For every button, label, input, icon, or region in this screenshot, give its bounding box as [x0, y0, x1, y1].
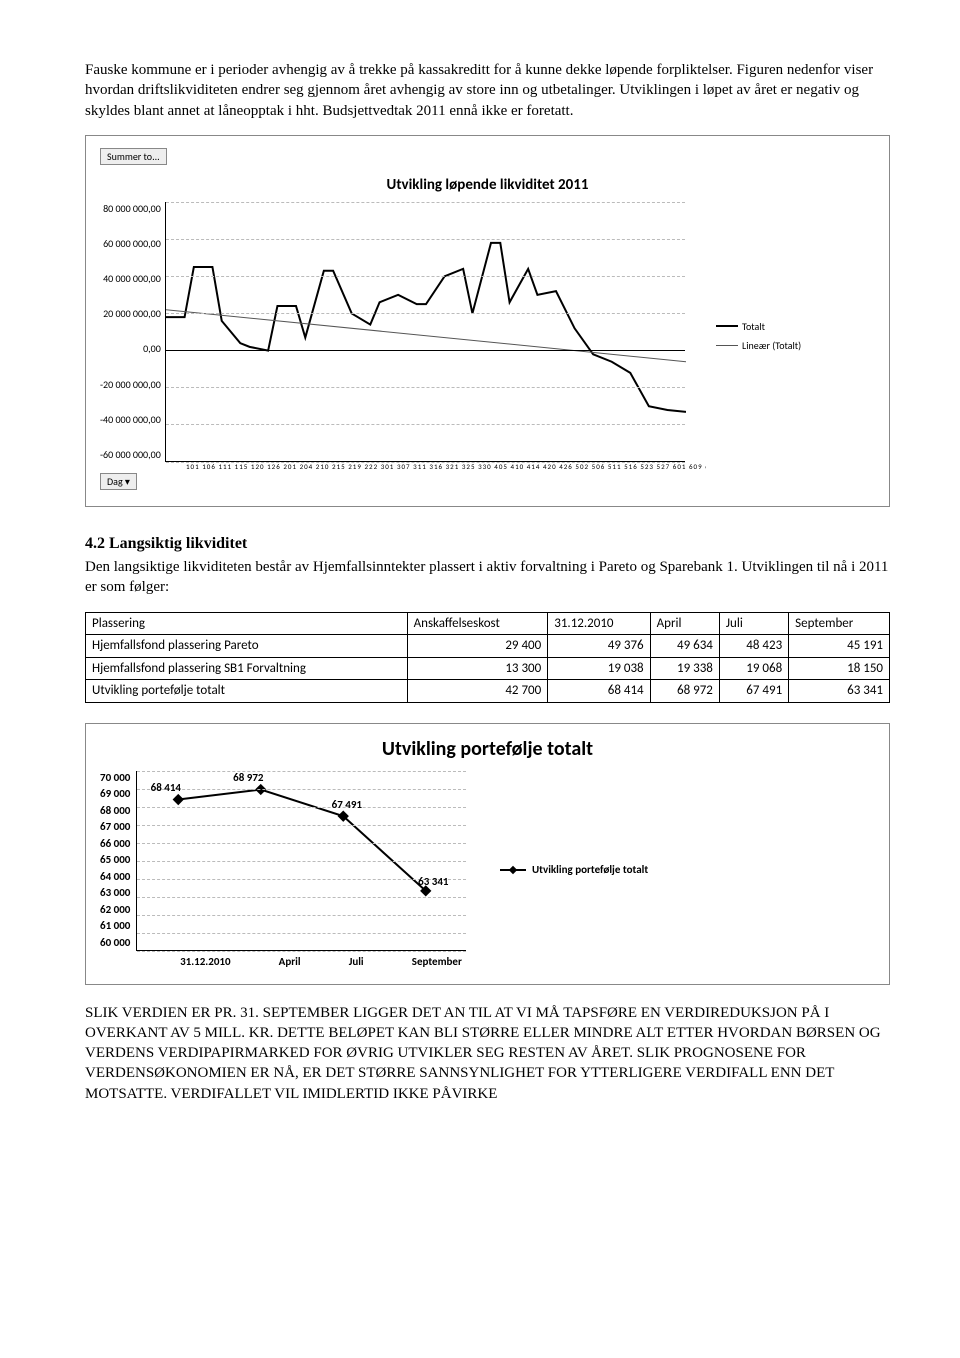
table-row: Hjemfallsfond plassering Pareto29 40049 …	[86, 635, 890, 658]
chart2-ytick: 69 000	[100, 787, 130, 802]
table-cell: 68 972	[650, 680, 719, 703]
chart2-ytick: 61 000	[100, 919, 130, 934]
section-heading: 4.2 Langsiktig likviditet	[85, 533, 890, 555]
chart1-legend: Totalt Lineær (Totalt)	[706, 320, 801, 353]
table-header: September	[789, 612, 890, 635]
table-cell: Hjemfallsfond plassering SB1 Forvaltning	[86, 657, 408, 680]
liquidity-chart: Summer to... Utvikling løpende likvidite…	[85, 135, 890, 508]
chart2-legend-marker	[500, 869, 526, 871]
chart1-x-axis: 101 106 111 115 120 126 201 204 210 215 …	[186, 462, 706, 471]
table-cell: 19 038	[548, 657, 650, 680]
table-header: 31.12.2010	[548, 612, 650, 635]
table-cell: 49 376	[548, 635, 650, 658]
table-row: Utvikling portefølje totalt42 70068 4146…	[86, 680, 890, 703]
chart2-x-axis: 31.12.2010 April Juli September	[156, 951, 486, 970]
chart1-ytick: -60 000 000,00	[100, 448, 161, 462]
table-header: Juli	[719, 612, 788, 635]
table-header: April	[650, 612, 719, 635]
table-cell: 67 491	[719, 680, 788, 703]
chart1-top-button[interactable]: Summer to...	[100, 148, 167, 166]
chart2-xtick: April	[279, 955, 301, 970]
chart2-data-label: 63 341	[418, 875, 448, 890]
chart2-ytick: 64 000	[100, 870, 130, 885]
chart1-legend-label-totalt: Totalt	[742, 320, 765, 334]
chart2-ytick: 60 000	[100, 936, 130, 951]
chart1-plot-area	[165, 202, 685, 462]
table-cell: 19 338	[650, 657, 719, 680]
chart2-ytick: 67 000	[100, 820, 130, 835]
chart2-plot-area: 68 414 68 972 67 491 63 341	[136, 771, 466, 951]
table-cell: 29 400	[407, 635, 548, 658]
chart1-ytick: 0,00	[100, 342, 161, 356]
intro-paragraph: Fauske kommune er i perioder avhengig av…	[85, 60, 890, 121]
table-cell: Hjemfallsfond plassering Pareto	[86, 635, 408, 658]
chart1-legend-swatch-linear	[716, 345, 738, 346]
chart2-data-label: 67 491	[332, 798, 362, 813]
table-row: Hjemfallsfond plassering SB1 Forvaltning…	[86, 657, 890, 680]
portfolio-chart: Utvikling portefølje totalt 70 00069 000…	[85, 723, 890, 985]
chart2-xtick: 31.12.2010	[180, 955, 230, 970]
chart2-legend: Utvikling portefølje totalt	[486, 863, 648, 878]
chart2-title: Utvikling portefølje totalt	[100, 736, 875, 763]
chart1-ytick: 80 000 000,00	[100, 202, 161, 216]
chart1-bottom-button[interactable]: Dag ▾	[100, 473, 137, 491]
chart2-ytick: 70 000	[100, 771, 130, 786]
chart1-ytick: -20 000 000,00	[100, 378, 161, 392]
closing-paragraph: SLIK VERDIEN ER PR. 31. SEPTEMBER LIGGER…	[85, 1003, 890, 1104]
chart2-xtick: September	[412, 955, 462, 970]
chart2-ytick: 62 000	[100, 903, 130, 918]
table-cell: Utvikling portefølje totalt	[86, 680, 408, 703]
table-cell: 13 300	[407, 657, 548, 680]
chart2-ytick: 65 000	[100, 853, 130, 868]
chart1-ytick: 60 000 000,00	[100, 237, 161, 251]
table-cell: 19 068	[719, 657, 788, 680]
chart2-data-label: 68 972	[233, 771, 263, 786]
chart1-ytick: 20 000 000,00	[100, 307, 161, 321]
chart1-ytick: 40 000 000,00	[100, 272, 161, 286]
chart2-ytick: 63 000	[100, 886, 130, 901]
portfolio-table: PlasseringAnskaffelseskost31.12.2010Apri…	[85, 612, 890, 703]
chart1-y-axis: 80 000 000,00 60 000 000,00 40 000 000,00 2…	[100, 202, 165, 462]
table-cell: 63 341	[789, 680, 890, 703]
section-paragraph: Den langsiktige likviditeten består av H…	[85, 557, 890, 598]
table-cell: 45 191	[789, 635, 890, 658]
table-header: Plassering	[86, 612, 408, 635]
chart2-data-label: 68 414	[151, 781, 181, 796]
chart1-legend-label-linear: Lineær (Totalt)	[742, 339, 801, 353]
table-cell: 68 414	[548, 680, 650, 703]
chart2-ytick: 68 000	[100, 804, 130, 819]
table-header: Anskaffelseskost	[407, 612, 548, 635]
chart2-xtick: Juli	[349, 955, 364, 970]
chart2-y-axis: 70 00069 000 68 00067 000 66 00065 000 64 0…	[100, 771, 136, 951]
chart1-legend-swatch-totalt	[716, 325, 738, 327]
chart1-ytick: -40 000 000,00	[100, 413, 161, 427]
table-cell: 49 634	[650, 635, 719, 658]
chart1-title: Utvikling løpende likviditet 2011	[100, 175, 875, 195]
table-cell: 42 700	[407, 680, 548, 703]
chart2-legend-label: Utvikling portefølje totalt	[532, 863, 648, 878]
table-cell: 48 423	[719, 635, 788, 658]
chart2-ytick: 66 000	[100, 837, 130, 852]
table-cell: 18 150	[789, 657, 890, 680]
